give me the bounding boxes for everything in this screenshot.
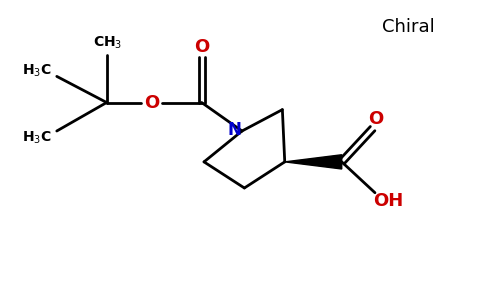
Text: O: O [144,94,159,112]
Text: Chiral: Chiral [382,17,435,35]
Polygon shape [285,155,342,169]
Text: N: N [228,121,242,139]
Text: CH$_3$: CH$_3$ [93,35,123,51]
Text: H$_3$C: H$_3$C [22,130,52,146]
Text: O: O [194,38,209,56]
Text: O: O [368,110,383,128]
Text: H$_3$C: H$_3$C [22,62,52,79]
Text: OH: OH [373,192,403,210]
